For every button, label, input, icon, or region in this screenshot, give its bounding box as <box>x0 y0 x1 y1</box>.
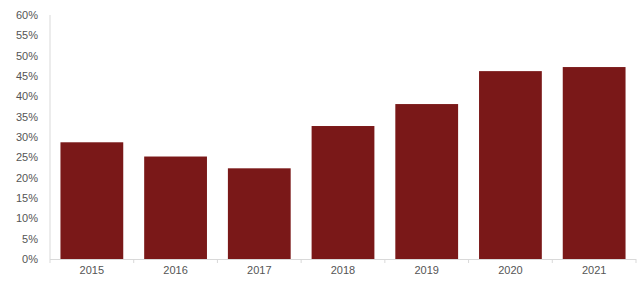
bar <box>563 67 626 259</box>
y-tick-label: 50% <box>16 50 38 62</box>
chart-container: 0% 5% 10% 15% 20% 25% 30% 35% 40% 45% 50% 55% 60% 201… <box>0 0 640 281</box>
y-tick-label: 25% <box>16 151 38 163</box>
x-tick-label: 2015 <box>80 264 104 276</box>
x-axis-line <box>50 259 636 260</box>
x-tick-label: 2020 <box>498 264 522 276</box>
x-tick-mark <box>133 259 134 263</box>
bar <box>479 71 542 259</box>
x-tick-mark <box>301 259 302 263</box>
x-tick-mark <box>50 259 51 263</box>
y-tick-label: 15% <box>16 192 38 204</box>
x-tick-label: 2017 <box>247 264 271 276</box>
bar <box>228 168 291 259</box>
x-tick-mark <box>217 259 218 263</box>
x-tick-label: 2018 <box>331 264 355 276</box>
x-tick-mark <box>468 259 469 263</box>
y-tick-label: 5% <box>22 233 38 245</box>
y-tick-label: 35% <box>16 111 38 123</box>
bar <box>395 104 458 259</box>
y-axis-line <box>50 15 51 259</box>
y-tick-label: 30% <box>16 131 38 143</box>
bars <box>60 67 625 259</box>
y-tick-label: 55% <box>16 29 38 41</box>
x-tick-mark <box>636 259 637 263</box>
y-tick-label: 0% <box>22 253 38 265</box>
bar <box>60 142 123 259</box>
y-tick-label: 10% <box>16 212 38 224</box>
x-tick-mark <box>552 259 553 263</box>
bar <box>312 126 375 259</box>
x-tick-label: 2021 <box>582 264 606 276</box>
x-tick-label: 2019 <box>414 264 438 276</box>
bar <box>144 157 207 259</box>
y-tick-label: 60% <box>16 9 38 21</box>
x-tick-mark <box>384 259 385 263</box>
y-tick-label: 40% <box>16 90 38 102</box>
chart-svg: 0% 5% 10% 15% 20% 25% 30% 35% 40% 45% 50% 55% 60% 201… <box>0 0 640 281</box>
y-tick-label: 45% <box>16 70 38 82</box>
y-tick-label: 20% <box>16 172 38 184</box>
x-tick-label: 2016 <box>163 264 187 276</box>
